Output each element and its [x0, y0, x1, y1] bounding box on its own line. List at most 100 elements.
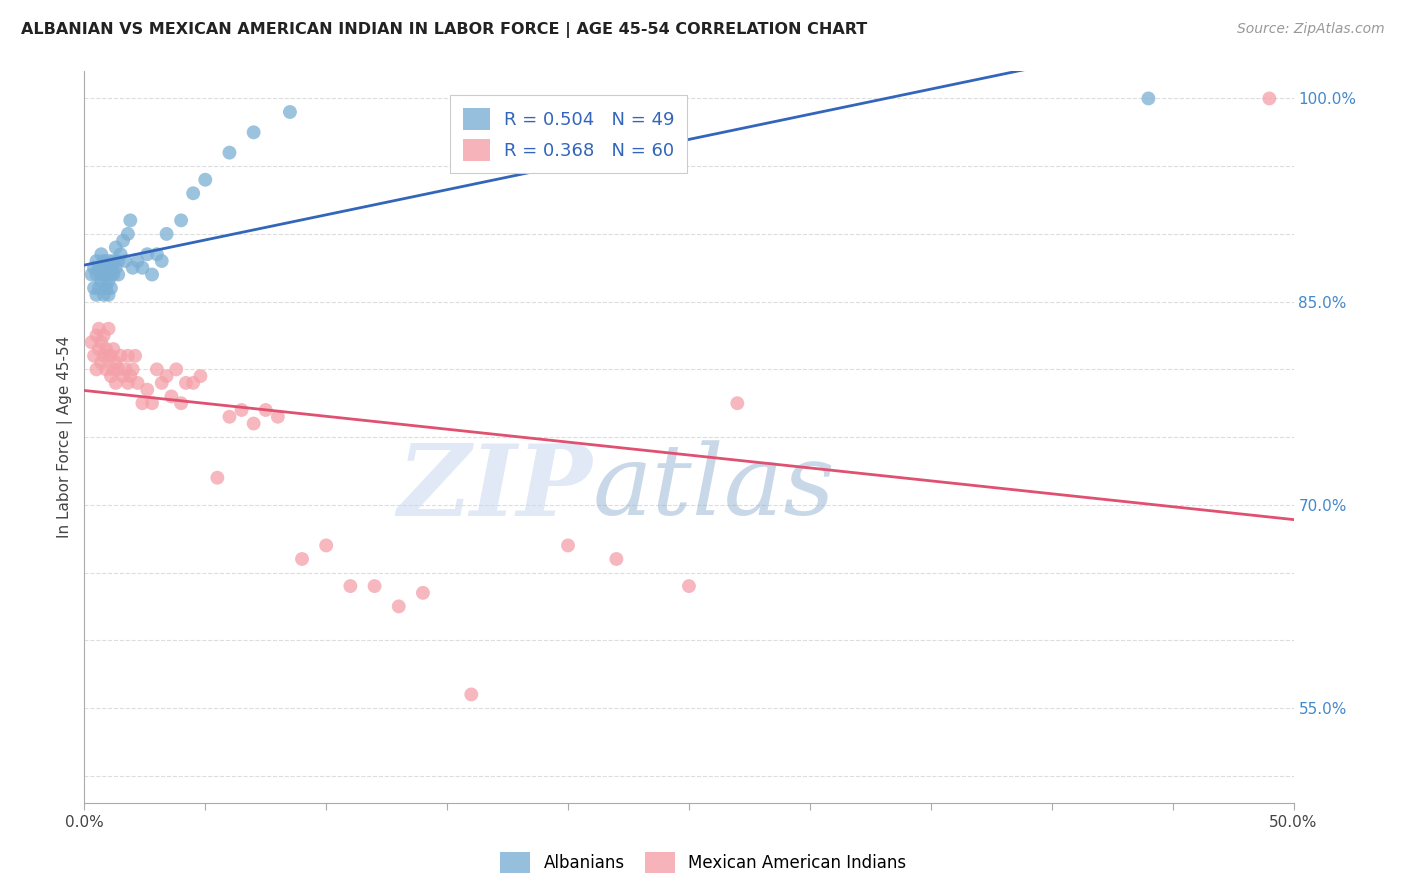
- Point: [291, 552, 314, 566]
- Point: [83, 281, 105, 295]
- Point: [97, 274, 120, 288]
- Point: [103, 268, 125, 282]
- Point: [150, 254, 173, 268]
- Legend: Albanians, Mexican American Indians: Albanians, Mexican American Indians: [494, 846, 912, 880]
- Point: [93, 328, 115, 343]
- Point: [127, 254, 149, 268]
- Point: [120, 369, 142, 384]
- Point: [110, 247, 132, 261]
- Point: [150, 376, 173, 390]
- Point: [100, 369, 122, 384]
- Point: [114, 254, 136, 268]
- Text: ALBANIAN VS MEXICAN AMERICAN INDIAN IN LABOR FORCE | AGE 45-54 CORRELATION CHART: ALBANIAN VS MEXICAN AMERICAN INDIAN IN L…: [21, 22, 868, 38]
- Point: [194, 172, 217, 186]
- Point: [97, 322, 120, 336]
- Point: [160, 389, 183, 403]
- Point: [94, 281, 117, 295]
- Point: [86, 268, 108, 282]
- Point: [117, 349, 139, 363]
- Point: [90, 247, 112, 261]
- Point: [181, 186, 204, 201]
- Point: [107, 254, 129, 268]
- Point: [90, 355, 112, 369]
- Point: [87, 281, 110, 295]
- Point: [155, 369, 177, 384]
- Point: [104, 355, 127, 369]
- Point: [339, 579, 361, 593]
- Point: [278, 105, 301, 120]
- Point: [155, 227, 177, 241]
- Point: [87, 322, 110, 336]
- Point: [86, 254, 108, 268]
- Point: [1258, 91, 1281, 105]
- Point: [131, 260, 153, 275]
- Point: [412, 586, 434, 600]
- Point: [117, 227, 139, 241]
- Point: [104, 376, 127, 390]
- Point: [315, 538, 337, 552]
- Point: [104, 260, 127, 275]
- Point: [97, 288, 120, 302]
- Point: [114, 362, 136, 376]
- Point: [254, 403, 277, 417]
- Point: [94, 362, 117, 376]
- Point: [231, 403, 253, 417]
- Point: [100, 349, 122, 363]
- Point: [136, 383, 159, 397]
- Point: [127, 376, 149, 390]
- Point: [112, 369, 135, 384]
- Point: [141, 396, 163, 410]
- Point: [94, 342, 117, 356]
- Point: [170, 213, 193, 227]
- Point: [87, 260, 110, 275]
- Point: [136, 247, 159, 261]
- Point: [107, 362, 129, 376]
- Point: [218, 409, 240, 424]
- Point: [97, 349, 120, 363]
- Point: [605, 552, 627, 566]
- Point: [117, 376, 139, 390]
- Point: [90, 268, 112, 282]
- Point: [93, 349, 115, 363]
- Y-axis label: In Labor Force | Age 45-54: In Labor Force | Age 45-54: [58, 336, 73, 538]
- Point: [112, 234, 135, 248]
- Point: [181, 376, 204, 390]
- Point: [107, 268, 129, 282]
- Point: [86, 362, 108, 376]
- Point: [190, 369, 212, 384]
- Point: [90, 274, 112, 288]
- Point: [1137, 91, 1160, 105]
- Point: [207, 471, 229, 485]
- Point: [557, 538, 579, 552]
- Point: [100, 268, 122, 282]
- Point: [165, 362, 187, 376]
- Point: [86, 288, 108, 302]
- Point: [97, 254, 120, 268]
- Point: [80, 335, 103, 350]
- Point: [131, 396, 153, 410]
- Point: [267, 409, 290, 424]
- Point: [86, 328, 108, 343]
- Point: [174, 376, 197, 390]
- Point: [90, 335, 112, 350]
- Point: [170, 396, 193, 410]
- Point: [120, 213, 142, 227]
- Legend: R = 0.504   N = 49, R = 0.368   N = 60: R = 0.504 N = 49, R = 0.368 N = 60: [450, 95, 688, 173]
- Point: [94, 268, 117, 282]
- Point: [141, 268, 163, 282]
- Point: [93, 268, 115, 282]
- Point: [93, 254, 115, 268]
- Point: [93, 288, 115, 302]
- Point: [678, 579, 700, 593]
- Point: [388, 599, 411, 614]
- Point: [146, 362, 169, 376]
- Point: [121, 260, 143, 275]
- Point: [124, 349, 146, 363]
- Point: [94, 260, 117, 275]
- Text: Source: ZipAtlas.com: Source: ZipAtlas.com: [1237, 22, 1385, 37]
- Point: [80, 268, 103, 282]
- Point: [725, 396, 748, 410]
- Text: ZIP: ZIP: [398, 440, 592, 536]
- Point: [146, 247, 169, 261]
- Point: [103, 362, 125, 376]
